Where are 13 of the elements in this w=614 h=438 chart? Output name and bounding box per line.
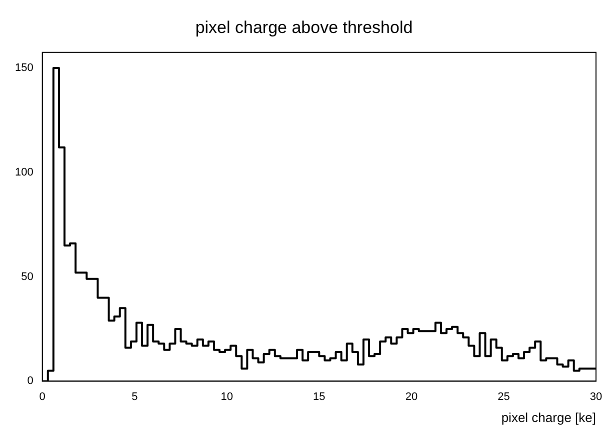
y-tick-label: 50: [21, 270, 34, 283]
chart-title: pixel charge above threshold: [195, 18, 413, 37]
x-tick-label: 30: [590, 390, 602, 403]
x-tick-label: 20: [405, 390, 418, 403]
x-tick-label: 15: [313, 390, 326, 403]
y-tick-label: 150: [14, 62, 34, 74]
y-tick-label: 0: [27, 375, 34, 388]
x-tick-label: 10: [220, 390, 234, 403]
x-tick-label: 25: [498, 390, 510, 403]
x-axis-title: pixel charge [ke]: [501, 410, 596, 425]
y-tick-label: 100: [14, 166, 34, 178]
x-tick-label: 0: [39, 390, 46, 403]
x-tick-label: 5: [132, 390, 138, 403]
